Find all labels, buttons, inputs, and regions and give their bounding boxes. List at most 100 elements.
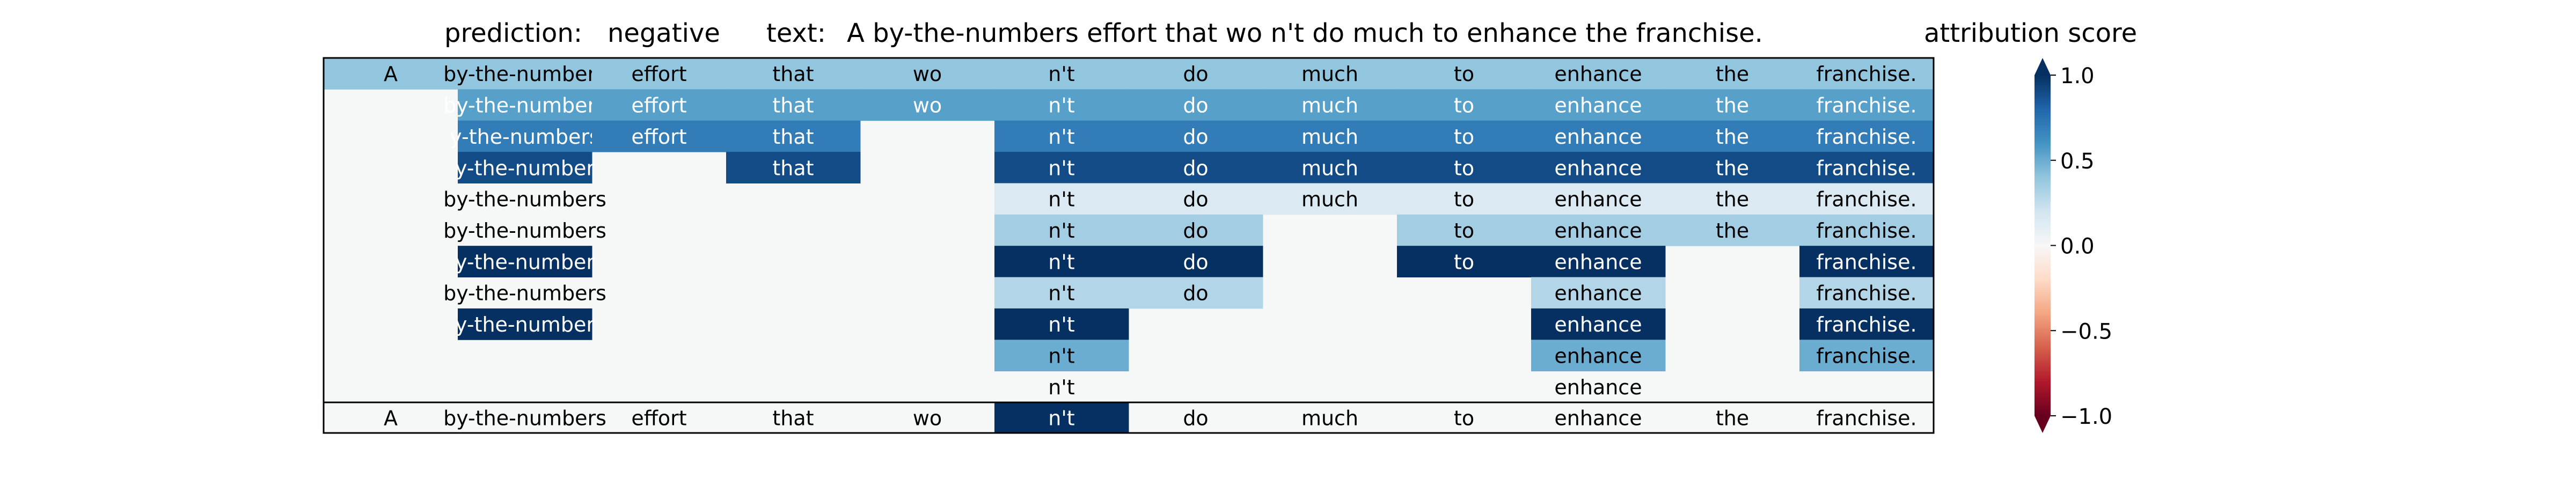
- colorbar-body: [2035, 75, 2051, 416]
- prediction-label: prediction:: [444, 18, 582, 48]
- heatmap-label: y-the-number: [455, 250, 595, 274]
- heatmap-label: enhance: [1554, 188, 1642, 211]
- heatmap-cell: [1531, 58, 1666, 90]
- heatmap-label: n't: [1048, 282, 1074, 305]
- heatmap-label: do: [1183, 219, 1208, 242]
- heatmap-label: by-the-numbers: [443, 219, 606, 242]
- heatmap-cell: [1665, 183, 1800, 215]
- heatmap-cell: [1531, 214, 1666, 246]
- heatmap-label: y-the-numbers: [450, 125, 600, 149]
- final-row-label: much: [1301, 407, 1358, 430]
- heatmap-label: to: [1454, 156, 1474, 180]
- heatmap-cell: [1397, 152, 1532, 183]
- colorbar-top-extension: [2035, 58, 2051, 75]
- heatmap-label: n't: [1048, 344, 1074, 368]
- heatmap-label: enhance: [1554, 125, 1642, 149]
- heatmap-label: enhance: [1554, 344, 1642, 368]
- heatmap-label: much: [1301, 94, 1358, 117]
- heatmap-cell: [1799, 58, 1934, 90]
- heatmap-label: franchise.: [1816, 282, 1916, 305]
- heatmap-cell: [994, 308, 1129, 340]
- heatmap-label: enhance: [1554, 282, 1642, 305]
- heatmap-label: franchise.: [1816, 188, 1916, 211]
- heatmap-cell: [1799, 89, 1934, 121]
- heatmap-label: to: [1454, 125, 1474, 149]
- heatmap-cell: [458, 89, 592, 121]
- final-row-label: to: [1454, 407, 1474, 430]
- heatmap-label: the: [1716, 94, 1749, 117]
- heatmap-label: n't: [1048, 313, 1074, 336]
- heatmap-label: wo: [913, 94, 942, 117]
- colorbar-tick-label: −1.0: [2060, 405, 2112, 429]
- heatmap-cell: [726, 152, 861, 183]
- heatmap-label: do: [1183, 94, 1208, 117]
- heatmap-cell: [726, 89, 861, 121]
- heatmap-label: enhance: [1554, 62, 1642, 86]
- heatmap-cell: [1531, 277, 1666, 309]
- heatmap-cell: [1799, 246, 1934, 278]
- heatmap-label: to: [1454, 250, 1474, 274]
- heatmap-label: much: [1301, 188, 1358, 211]
- final-row-label: enhance: [1554, 407, 1642, 430]
- final-row-label: the: [1716, 407, 1749, 430]
- heatmap-cell: [726, 120, 861, 152]
- heatmap-label: wo: [913, 62, 942, 86]
- heatmap-cell: [1263, 89, 1397, 121]
- colorbar-bottom-extension: [2035, 416, 2051, 433]
- final-row-label: that: [772, 407, 814, 430]
- heatmap-label: n't: [1048, 125, 1074, 149]
- heatmap-cell: [1129, 277, 1263, 309]
- heatmap-label: the: [1716, 125, 1749, 149]
- heatmap-cell: [994, 89, 1129, 121]
- heatmap-label: n't: [1048, 156, 1074, 180]
- heatmap-cell: [726, 58, 861, 90]
- heatmap-cell: [994, 183, 1129, 215]
- heatmap-cell: [1397, 89, 1532, 121]
- colorbar-tick-label: 0.0: [2060, 234, 2095, 259]
- heatmap-cell: [1665, 214, 1800, 246]
- heatmap-cell: [994, 340, 1129, 372]
- colorbar-tick-label: 1.0: [2060, 64, 2095, 89]
- final-row-cell: [994, 402, 1129, 433]
- heatmap-cell: [1129, 183, 1263, 215]
- heatmap-label: to: [1454, 62, 1474, 86]
- heatmap-cell: [1129, 214, 1263, 246]
- heatmap-label: that: [772, 156, 814, 180]
- final-row-label: franchise.: [1816, 407, 1916, 430]
- colorbar-tick-label: 0.5: [2060, 149, 2095, 174]
- heatmap-cell: [458, 246, 592, 278]
- final-row-label: n't: [1048, 407, 1074, 430]
- heatmap-label: y-the-number: [455, 156, 595, 180]
- heatmap-cell: [1129, 246, 1263, 278]
- heatmap-cell: [1397, 58, 1532, 90]
- heatmap-cell: [1129, 58, 1263, 90]
- prediction-value: negative: [608, 18, 720, 48]
- heatmap-cell: [1665, 152, 1800, 183]
- heatmap-label: the: [1716, 219, 1749, 242]
- heatmap-cell: [860, 58, 995, 90]
- text-label: text:: [766, 18, 826, 48]
- heatmap-cell: [592, 120, 727, 152]
- heatmap-cell: [1531, 183, 1666, 215]
- heatmap-cell: [1397, 120, 1532, 152]
- heatmap-cell: [1129, 89, 1263, 121]
- heatmap-cell: [1665, 89, 1800, 121]
- final-row-label: effort: [631, 407, 686, 430]
- heatmap-cell: [458, 152, 592, 183]
- heatmap-label: enhance: [1554, 313, 1642, 336]
- heatmap-cell: [1263, 120, 1397, 152]
- heatmap-cell: [860, 89, 995, 121]
- heatmap-label: that: [772, 94, 814, 117]
- heatmap-label: enhance: [1554, 219, 1642, 242]
- heatmap-cell: [1799, 308, 1934, 340]
- heatmap-cell: [1799, 277, 1934, 309]
- heatmap-cell: [994, 246, 1129, 278]
- heatmap-cell: [458, 58, 592, 90]
- heatmap-label: n't: [1048, 188, 1074, 211]
- heatmap-label: franchise.: [1816, 313, 1916, 336]
- final-row-frame: [323, 401, 1935, 434]
- heatmap-label: the: [1716, 188, 1749, 211]
- heatmap-label: that: [772, 125, 814, 149]
